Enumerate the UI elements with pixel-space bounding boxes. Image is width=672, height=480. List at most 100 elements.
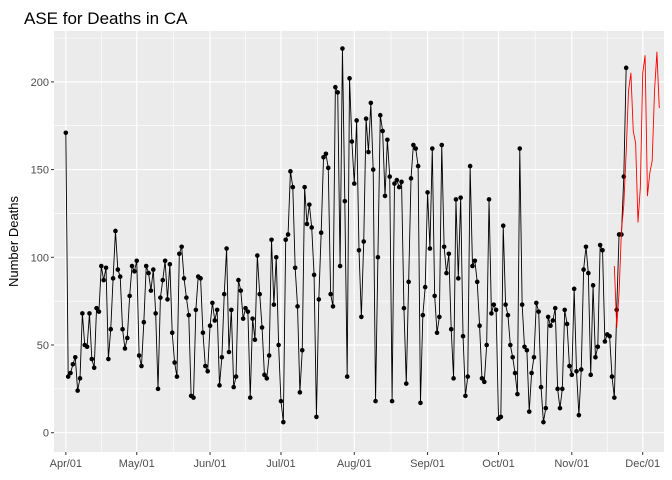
data-point	[413, 146, 419, 151]
data-point	[231, 384, 236, 390]
data-point	[578, 367, 584, 372]
data-point	[597, 242, 603, 248]
data-point	[359, 314, 364, 320]
data-point	[304, 221, 310, 227]
data-point	[106, 356, 111, 362]
data-point	[602, 339, 608, 344]
data-point	[276, 342, 281, 348]
data-point	[153, 311, 158, 316]
data-point	[422, 284, 428, 290]
data-point	[451, 376, 456, 381]
x-tick-label: Dec/01	[625, 458, 660, 470]
data-point	[479, 376, 485, 381]
data-point	[146, 270, 151, 276]
series-line	[613, 51, 660, 328]
data-point	[574, 369, 579, 374]
data-point	[174, 374, 180, 379]
data-point	[181, 276, 187, 281]
x-axis: Apr/01 May/01 Jun/01 Jul/01 Aug/01 Sep/01 Oct/…	[50, 452, 660, 470]
data-point	[429, 146, 435, 151]
data-point	[247, 395, 253, 400]
data-point	[399, 179, 404, 185]
data-point	[351, 181, 357, 186]
data-point	[368, 100, 374, 106]
data-point	[134, 258, 140, 264]
data-point	[257, 291, 263, 297]
data-point	[75, 388, 80, 393]
data-point	[342, 198, 348, 204]
data-point	[493, 307, 499, 313]
data-point	[550, 318, 556, 323]
data-point	[347, 76, 352, 81]
data-point	[463, 393, 468, 399]
series-1	[63, 46, 629, 425]
data-point	[63, 130, 69, 136]
data-point	[108, 326, 114, 332]
data-point	[500, 223, 506, 229]
x-tick-label: Jul/01	[266, 458, 295, 470]
data-point	[590, 283, 596, 288]
data-point	[529, 370, 534, 376]
data-point	[576, 412, 582, 418]
data-point	[373, 398, 378, 404]
data-point	[349, 139, 355, 144]
data-point	[120, 326, 125, 332]
data-point	[262, 372, 267, 378]
data-point	[354, 118, 359, 123]
data-point	[245, 309, 251, 314]
data-point	[387, 174, 393, 179]
data-point	[333, 84, 338, 90]
data-point	[340, 46, 345, 51]
data-point	[200, 330, 206, 336]
chart-title: ASE for Deaths in CA	[24, 9, 188, 28]
data-point	[446, 251, 452, 257]
y-tick-label: 200	[31, 77, 49, 89]
data-point	[158, 295, 163, 300]
data-point	[288, 169, 293, 174]
data-point	[290, 184, 296, 190]
data-point	[467, 163, 473, 169]
data-point	[184, 295, 189, 300]
data-point	[581, 267, 586, 272]
data-point	[217, 383, 222, 388]
data-point	[425, 190, 430, 195]
data-point	[96, 309, 102, 314]
data-point	[148, 288, 154, 293]
data-point	[427, 246, 433, 251]
data-point	[612, 395, 617, 400]
data-point	[564, 321, 570, 327]
data-point	[115, 267, 121, 272]
data-point	[271, 302, 277, 307]
data-point	[307, 202, 312, 207]
data-point	[113, 228, 118, 234]
data-point	[344, 374, 350, 379]
data-point	[361, 239, 367, 244]
data-point	[545, 314, 551, 320]
series-2	[613, 51, 660, 328]
data-point	[460, 333, 466, 339]
data-point	[482, 379, 487, 385]
data-point	[273, 254, 279, 260]
data-point	[70, 361, 76, 367]
data-point	[531, 354, 537, 360]
data-point	[328, 291, 333, 297]
data-point	[491, 302, 497, 307]
data-point	[314, 414, 319, 420]
data-point	[283, 237, 289, 243]
data-point	[323, 151, 329, 157]
data-point	[593, 354, 598, 360]
data-point	[484, 342, 489, 348]
data-point	[380, 128, 385, 134]
data-point	[179, 244, 184, 250]
data-point	[224, 246, 229, 251]
data-point	[335, 90, 341, 95]
x-tick-label: Apr/01	[50, 458, 82, 470]
data-point	[72, 354, 78, 360]
data-point	[595, 344, 601, 350]
data-point	[101, 277, 106, 283]
x-tick-label: Jun/01	[194, 458, 227, 470]
data-point	[127, 293, 132, 299]
data-point	[151, 267, 156, 272]
data-point	[269, 237, 274, 243]
data-point	[207, 323, 213, 329]
